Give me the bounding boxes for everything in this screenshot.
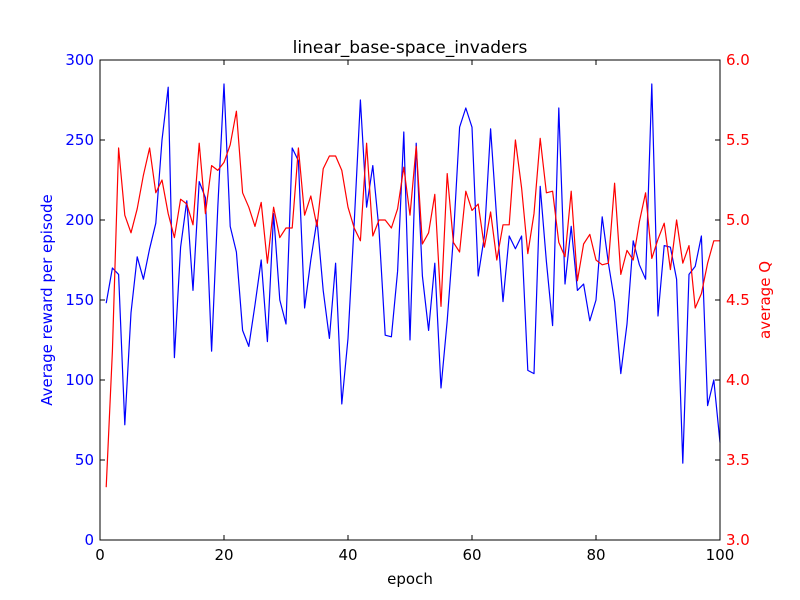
right-y-tick-label: 3.0 bbox=[726, 531, 750, 549]
x-axis-label: epoch bbox=[387, 570, 433, 588]
ticks-layer: 0 20 40 60 80 100 0 50 100 150 200 250 300 3.0 3.5 4.0 4… bbox=[65, 51, 750, 564]
left-y-tick-label: 300 bbox=[65, 51, 94, 69]
x-tick-label: 0 bbox=[95, 546, 105, 564]
x-tick-label: 20 bbox=[214, 546, 233, 564]
chart-title: linear_base-space_invaders bbox=[293, 38, 528, 58]
left-y-tick-label: 150 bbox=[65, 291, 94, 309]
left-y-tick-label: 250 bbox=[65, 131, 94, 149]
left-y-tick-label: 100 bbox=[65, 371, 94, 389]
right-y-tick-label: 6.0 bbox=[726, 51, 750, 69]
series-layer bbox=[105, 83, 721, 488]
left-y-axis-label: Average reward per episode bbox=[38, 194, 56, 405]
left-y-tick-label: 0 bbox=[84, 531, 94, 549]
x-tick-label: 80 bbox=[586, 546, 605, 564]
average-reward-line bbox=[105, 83, 721, 464]
left-y-tick-label: 200 bbox=[65, 211, 94, 229]
x-tick-label: 60 bbox=[462, 546, 481, 564]
right-y-tick-label: 3.5 bbox=[726, 451, 750, 469]
right-y-axis-label: average Q bbox=[756, 261, 774, 339]
x-tick-label: 100 bbox=[706, 546, 735, 564]
right-y-tick-label: 4.0 bbox=[726, 371, 750, 389]
average-q-line bbox=[105, 110, 720, 488]
left-y-tick-label: 50 bbox=[75, 451, 94, 469]
right-y-tick-label: 5.0 bbox=[726, 211, 750, 229]
right-y-tick-label: 4.5 bbox=[726, 291, 750, 309]
right-y-tick-label: 5.5 bbox=[726, 131, 750, 149]
plot-frame bbox=[99, 59, 721, 541]
x-tick-label: 40 bbox=[338, 546, 357, 564]
